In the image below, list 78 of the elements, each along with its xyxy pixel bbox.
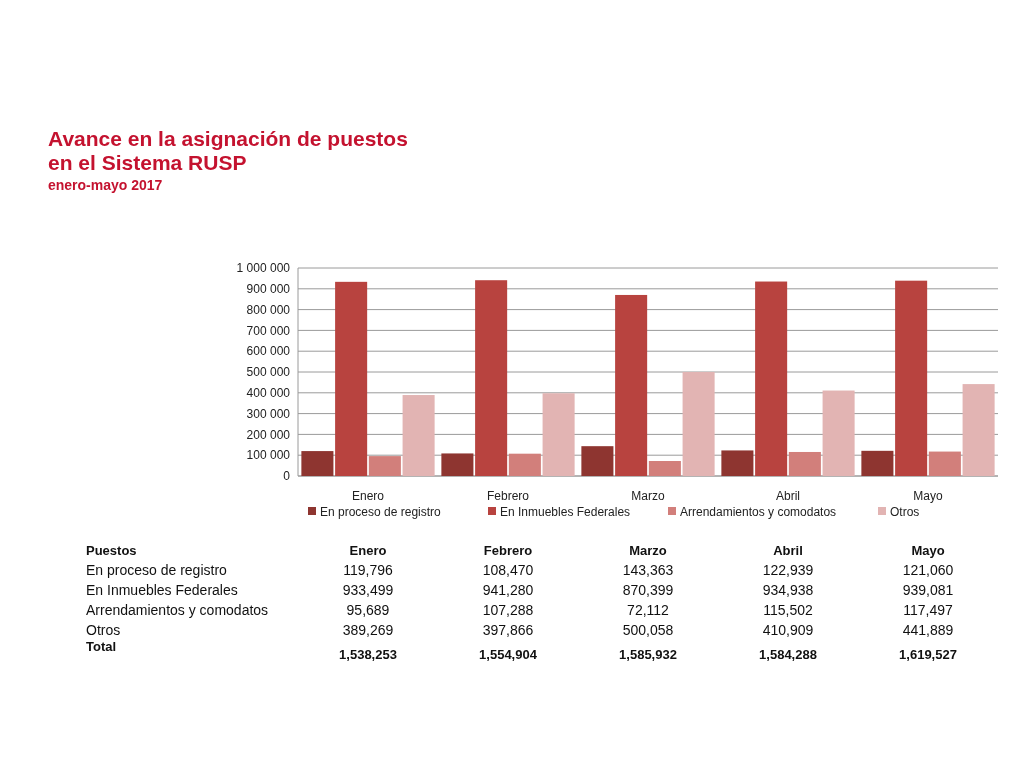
data-label: 389,269 bbox=[342, 622, 394, 638]
text: 1,585,932 bbox=[619, 647, 677, 662]
data-label: 95,689 bbox=[346, 602, 390, 618]
category-label: Enero bbox=[349, 543, 387, 558]
y-tick-label: 0 bbox=[283, 469, 291, 484]
x-tick-label: Marzo bbox=[631, 489, 665, 503]
data-label: 72,112 bbox=[627, 602, 670, 618]
bar bbox=[721, 450, 754, 476]
legend-label: En Inmuebles Federales bbox=[500, 505, 631, 519]
legend-label: Arrendamientos y comodatos bbox=[680, 505, 837, 519]
bar bbox=[962, 384, 995, 476]
text: 1,538,253 bbox=[339, 647, 397, 662]
legend-label: Otros bbox=[890, 505, 920, 519]
bar bbox=[895, 280, 928, 476]
bar bbox=[788, 451, 821, 476]
data-label: 117,497 bbox=[903, 602, 953, 618]
y-tick-label: 1 000 000 bbox=[236, 261, 291, 276]
data-label: 933,499 bbox=[342, 582, 394, 598]
category-label: Febrero bbox=[483, 543, 533, 558]
bar bbox=[648, 461, 681, 476]
bar bbox=[755, 281, 788, 476]
bar bbox=[581, 446, 614, 476]
y-tick-label: 700 000 bbox=[246, 323, 291, 338]
y-tick-label: 200 000 bbox=[246, 427, 291, 442]
x-tick-label: Abril bbox=[775, 489, 801, 503]
x-tick-label: Mayo bbox=[913, 489, 943, 503]
bar bbox=[615, 294, 648, 476]
data-label: 441,889 bbox=[902, 622, 954, 638]
y-tick-label: 900 000 bbox=[246, 282, 291, 296]
data-label: 410,909 bbox=[762, 622, 814, 638]
data-label: 941,280 bbox=[482, 582, 534, 598]
text: 1,619,527 bbox=[899, 647, 957, 662]
data-label: 115,502 bbox=[763, 602, 813, 618]
text: enero-mayo 2017 bbox=[48, 177, 163, 193]
bar bbox=[861, 450, 894, 476]
text: Puestos bbox=[86, 543, 137, 558]
y-tick-label: 800 000 bbox=[246, 302, 291, 317]
text: En Inmuebles Federales bbox=[86, 582, 238, 598]
x-tick-label: Febrero bbox=[486, 489, 530, 503]
bar bbox=[928, 451, 961, 476]
bar bbox=[822, 390, 855, 476]
y-tick-label: 300 000 bbox=[246, 406, 291, 421]
text: En proceso de registro bbox=[86, 562, 227, 578]
text: 1,554,904 bbox=[479, 647, 538, 662]
data-label: 870,399 bbox=[622, 582, 674, 598]
data-label: 108,470 bbox=[482, 562, 534, 578]
bar bbox=[441, 453, 474, 476]
legend-label: En proceso de registro bbox=[320, 505, 442, 519]
y-tick-label: 600 000 bbox=[246, 344, 291, 359]
y-tick-label: 100 000 bbox=[246, 448, 291, 463]
bar bbox=[402, 395, 435, 476]
data-label: 107,288 bbox=[482, 602, 534, 618]
data-label: 934,938 bbox=[762, 582, 814, 598]
data-label: 122,939 bbox=[762, 562, 814, 578]
bar bbox=[301, 451, 334, 476]
data-label: 143,363 bbox=[622, 562, 674, 578]
data-label: 500,058 bbox=[622, 622, 674, 638]
chart-title: Avance en la asignación de puestos en el Sistema RUSP bbox=[48, 127, 408, 174]
bar bbox=[368, 456, 401, 476]
category-label: Mayo bbox=[911, 543, 945, 558]
y-tick-label: 500 000 bbox=[246, 365, 291, 380]
text: Arrendamientos y comodatos bbox=[86, 602, 269, 618]
bar bbox=[475, 280, 508, 476]
bar bbox=[682, 371, 715, 476]
data-label: 119,796 bbox=[343, 562, 393, 578]
bar bbox=[335, 281, 368, 476]
data-label: 121,060 bbox=[902, 562, 954, 578]
text: Otros bbox=[86, 622, 121, 638]
data-label: 397,866 bbox=[482, 622, 534, 638]
data-label: 939,081 bbox=[902, 582, 954, 598]
y-tick-label: 400 000 bbox=[246, 386, 291, 400]
text: 1,584,288 bbox=[759, 647, 817, 662]
category-label: Abril bbox=[773, 543, 803, 558]
bar bbox=[542, 393, 575, 476]
category-label: Marzo bbox=[629, 543, 667, 558]
bar bbox=[508, 453, 541, 476]
text: Total bbox=[86, 639, 117, 654]
x-tick-label: Enero bbox=[351, 489, 385, 503]
